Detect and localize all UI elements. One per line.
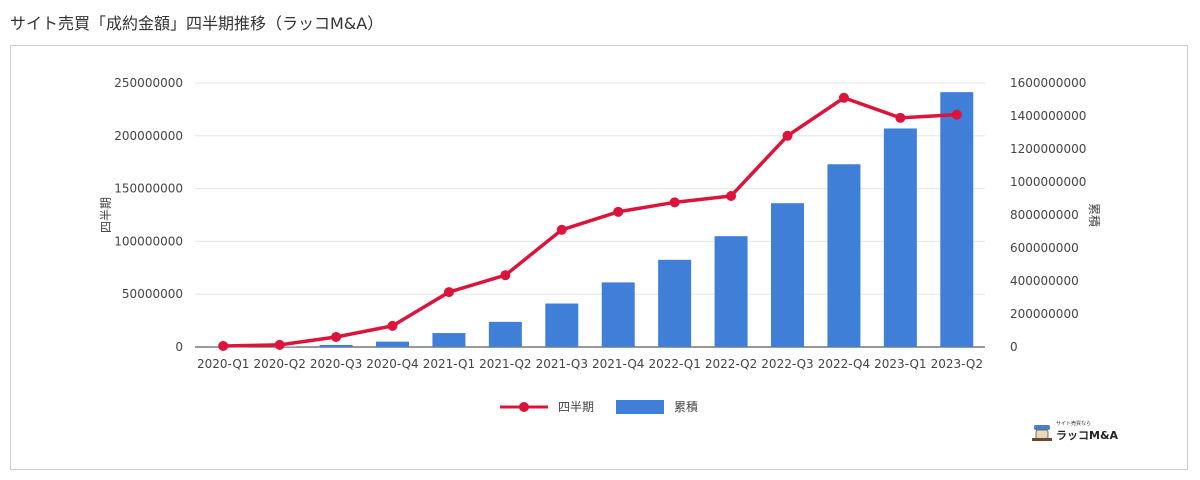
y-left-tick-label: 50000000: [122, 287, 183, 301]
x-tick-label: 2022-Q3: [761, 357, 813, 371]
y-right-tick-label: 600000000: [1010, 241, 1079, 255]
y-right-tick-label: 0: [1010, 340, 1018, 354]
logo-name: ラッコM&A: [1056, 429, 1119, 442]
bar: [658, 259, 692, 347]
x-tick-label: 2021-Q2: [479, 357, 531, 371]
x-tick-label: 2020-Q1: [197, 357, 249, 371]
y-right-tick-label: 400000000: [1010, 274, 1079, 288]
x-tick-label: 2020-Q2: [253, 357, 305, 371]
line-point: [218, 340, 229, 351]
x-tick-label: 2021-Q3: [536, 357, 588, 371]
y-right-tick-label: 200000000: [1010, 307, 1079, 321]
x-tick-label: 2022-Q2: [705, 357, 757, 371]
y-right-tick-label: 1200000000: [1010, 142, 1086, 156]
bar: [488, 321, 522, 347]
x-tick-label: 2021-Q1: [423, 357, 475, 371]
chart-frame: [10, 45, 1188, 470]
line-point: [443, 287, 454, 298]
line-point: [726, 190, 737, 201]
bar: [940, 92, 974, 347]
y-right-tick-label: 1400000000: [1010, 109, 1086, 123]
line-point: [895, 112, 906, 123]
y-left-tick-label: 100000000: [114, 234, 183, 248]
logo-tagline: サイト売買なら: [1056, 421, 1092, 427]
legend-label: 累積: [674, 399, 698, 414]
bar: [827, 164, 861, 347]
y-left-axis-label: 四半期: [99, 197, 113, 233]
y-right-tick-label: 1000000000: [1010, 175, 1086, 189]
legend-bar-swatch: [616, 400, 664, 414]
line-series: [223, 95, 957, 348]
bar: [714, 236, 748, 347]
bar: [771, 203, 804, 347]
y-left-tick-label: 0: [175, 340, 183, 354]
y-left-tick-label: 250000000: [114, 76, 183, 90]
legend-line-marker: [519, 402, 529, 412]
y-right-tick-label: 800000000: [1010, 208, 1079, 222]
bar: [601, 282, 635, 347]
line-point: [951, 109, 962, 120]
x-tick-label: 2022-Q4: [818, 357, 870, 371]
bar: [545, 303, 579, 347]
x-tick-label: 2020-Q3: [310, 357, 362, 371]
line-point: [782, 130, 793, 141]
x-tick-label: 2023-Q2: [931, 357, 983, 371]
line-point: [274, 339, 285, 350]
y-right-axis-label: 累積: [1087, 203, 1102, 227]
line-point: [500, 270, 511, 281]
rakko-logo: サイト売買なら ラッコM&A: [1032, 420, 1118, 443]
x-tick-label: 2021-Q4: [592, 357, 644, 371]
line-point: [331, 331, 342, 342]
y-right-tick-label: 1600000000: [1010, 76, 1086, 90]
legend-label: 四半期: [558, 400, 594, 414]
x-tick-label: 2023-Q1: [874, 357, 926, 371]
bar: [319, 344, 353, 347]
x-tick-label: 2022-Q1: [648, 357, 700, 371]
line-point: [669, 197, 680, 208]
line-point: [556, 224, 567, 235]
line-point: [838, 92, 849, 103]
line-point: [387, 320, 398, 331]
y-left-tick-label: 150000000: [114, 182, 183, 196]
bar: [432, 333, 466, 347]
y-left-tick-label: 200000000: [114, 129, 183, 143]
rakko-mascot-icon: [1032, 424, 1052, 441]
bar: [376, 341, 409, 347]
x-tick-label: 2020-Q4: [366, 357, 418, 371]
line-point: [613, 206, 624, 217]
bar: [883, 128, 917, 347]
page-title: サイト売買「成約金額」四半期推移（ラッコM&A）: [10, 14, 384, 33]
